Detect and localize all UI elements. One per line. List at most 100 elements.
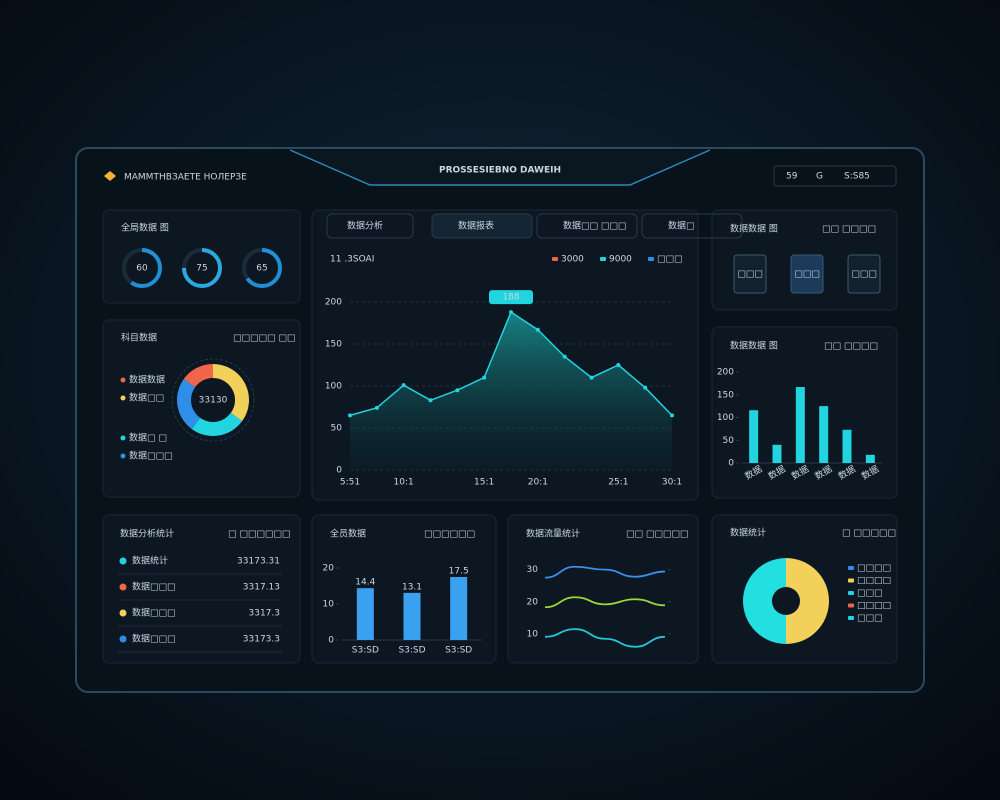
- tab[interactable]: [536, 213, 638, 239]
- legend-swatch: [848, 616, 854, 620]
- legend-label: 数据□□□: [129, 450, 173, 462]
- tab[interactable]: [641, 213, 743, 239]
- chart-title: 11 .3SOAI: [330, 255, 374, 265]
- donut-slice: [183, 364, 213, 388]
- row-dot: [119, 583, 127, 591]
- donut-slice: [743, 558, 786, 644]
- legend-label: □□□□: [857, 576, 891, 586]
- y-tick-label: 150: [325, 340, 342, 350]
- point: [401, 383, 406, 388]
- page-title: PROSSESIEBNO DAWEIH: [439, 166, 561, 176]
- tab-label: 数据分析: [347, 220, 383, 232]
- y-tick-label: 20: [527, 597, 539, 607]
- row-value: 3317.13: [243, 583, 280, 593]
- gauge-value: 60: [136, 264, 148, 274]
- panel-title: 数据数据 图: [730, 223, 778, 235]
- y-tick-label: 100: [717, 413, 734, 423]
- donut-slice: [213, 364, 249, 422]
- y-tick-label: 20: [323, 564, 335, 574]
- legend-swatch: [848, 566, 854, 570]
- legend-dot: [120, 395, 126, 401]
- y-tick-label: 200: [325, 298, 342, 308]
- bar: [749, 410, 759, 463]
- tile[interactable]: [847, 254, 881, 294]
- status: 59: [786, 172, 798, 182]
- x-tick-label: 25:1: [608, 478, 628, 488]
- bar: [865, 454, 875, 463]
- title-tab: [289, 149, 711, 186]
- y-tick-label: 200: [717, 368, 734, 378]
- panel-title: 数据分析统计: [120, 528, 174, 540]
- legend-label: □□□: [857, 614, 883, 624]
- bar: [795, 387, 805, 463]
- bar: [450, 577, 468, 640]
- tab-label: 数据□□ □□□: [563, 220, 626, 232]
- legend-label: 3000: [561, 255, 584, 265]
- panel-subtitle: □□ □□□□: [822, 225, 876, 235]
- x-tick-label: 5:51: [340, 478, 360, 488]
- panel-subtitle: □□□□□ □□: [233, 334, 295, 344]
- y-tick-label: 0: [336, 466, 342, 476]
- legend-dot: [120, 435, 126, 441]
- series-line: [544, 628, 666, 648]
- tile[interactable]: [733, 254, 767, 294]
- status: G: [816, 172, 823, 182]
- panel: [102, 319, 301, 498]
- callout-label: 188: [502, 293, 519, 303]
- tab-label: 数据□: [668, 220, 695, 232]
- tile[interactable]: [790, 254, 824, 294]
- tab[interactable]: [326, 213, 414, 239]
- legend-label: □□□□: [857, 564, 891, 574]
- legend-swatch: [848, 603, 854, 608]
- tile-label: □□□: [851, 270, 877, 280]
- point: [670, 413, 674, 418]
- row-dot: [119, 609, 127, 617]
- panel-subtitle: □□ □□□□□: [626, 530, 688, 540]
- row-label: 数据□□□: [132, 607, 176, 619]
- panel: [507, 514, 699, 664]
- legend-swatch: [648, 257, 654, 261]
- panel-subtitle: □ □□□□□: [842, 529, 896, 539]
- row-label: 数据统计: [132, 555, 168, 567]
- x-tick-label: S3:SD: [352, 646, 379, 656]
- logo: [104, 171, 116, 181]
- y-tick-label: 0: [728, 459, 734, 469]
- panel-subtitle: □ □□□□□□: [228, 530, 290, 540]
- row-dot: [119, 557, 127, 565]
- status: S:S85: [844, 172, 870, 182]
- gauge-arc: [242, 248, 282, 288]
- donut-ring: [171, 358, 255, 442]
- row-label: 数据□□□: [132, 581, 176, 593]
- y-tick-label: 30: [527, 565, 539, 575]
- point: [428, 398, 433, 403]
- panel-title: 数据数据 图: [730, 340, 778, 352]
- gauge-arc: [122, 248, 162, 288]
- legend-label: □□□: [857, 589, 883, 599]
- panel-subtitle: □□□□□□: [424, 530, 475, 540]
- gauge-arc: [182, 248, 222, 288]
- point: [643, 385, 648, 390]
- x-tick-label: 20:1: [528, 478, 548, 488]
- point: [535, 327, 540, 332]
- point: [589, 375, 594, 380]
- x-tick-label: S3:SD: [445, 646, 472, 656]
- y-tick-label: 150: [717, 390, 734, 400]
- tile-label: □□□: [737, 270, 763, 280]
- callout: [489, 290, 533, 305]
- bar: [772, 444, 782, 463]
- bar: [819, 406, 829, 463]
- x-tick-label: 30:1: [662, 478, 682, 488]
- row-label: 数据□□□: [132, 633, 176, 645]
- row-value: 33173.31: [237, 557, 280, 567]
- legend-label: 9000: [609, 255, 632, 265]
- donut-center: 33130: [199, 396, 228, 406]
- tab[interactable]: [431, 213, 533, 239]
- donut-slice: [176, 378, 201, 430]
- y-tick-label: 10: [323, 600, 335, 610]
- point: [374, 405, 379, 410]
- donut-slice: [191, 412, 243, 436]
- x-tick-label: S3:SD: [398, 646, 425, 656]
- status-box: [773, 165, 897, 187]
- x-tick-label: 10:1: [394, 478, 414, 488]
- value-label: 17.5: [449, 567, 469, 577]
